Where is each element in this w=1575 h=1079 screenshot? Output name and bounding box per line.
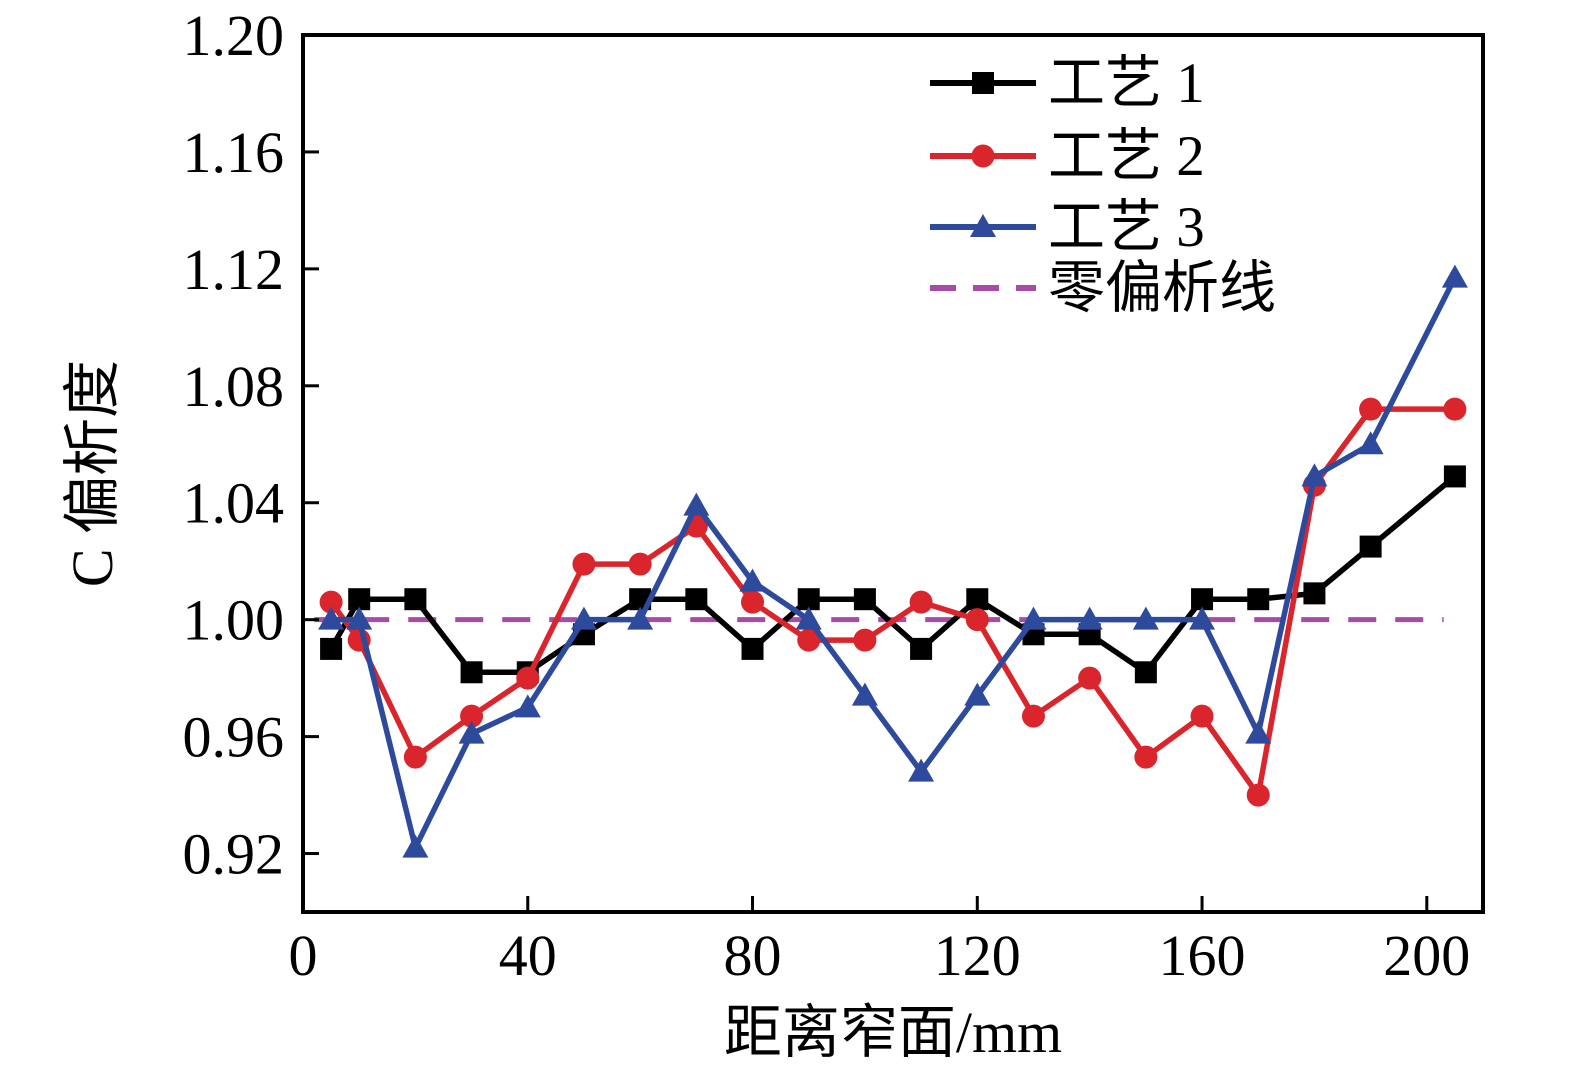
x-axis-title: 距离窄面/mm: [724, 1000, 1062, 1065]
circle-marker: [1078, 666, 1102, 690]
triangle-marker: [908, 758, 935, 782]
triangle-marker: [627, 606, 654, 630]
square-marker: [685, 588, 708, 611]
legend-item-zero-line: 零偏析线: [930, 257, 1276, 320]
circle-marker: [1246, 783, 1270, 807]
y-tick-label: 1.00: [183, 588, 285, 653]
y-tick-label: 0.96: [183, 705, 285, 770]
triangle-marker: [1189, 606, 1216, 630]
x-tick-label: 0: [289, 923, 318, 988]
circle-marker: [460, 704, 484, 728]
y-axis: 0.92 0.96 1.00 1.04 1.08 1.12 1.16 1.20: [183, 3, 319, 887]
triangle-marker: [458, 720, 485, 744]
square-marker: [1191, 588, 1214, 611]
legend-label: 工艺 3: [1048, 196, 1205, 259]
series-process-2: [319, 397, 1467, 807]
triangle-marker: [964, 682, 991, 706]
circle-marker: [1134, 745, 1158, 769]
circle-marker: [965, 608, 989, 632]
legend-item-process-1: 工艺 1: [930, 52, 1205, 115]
square-marker: [966, 588, 989, 611]
circle-marker: [319, 590, 343, 614]
square-marker: [460, 661, 483, 684]
square-marker: [1359, 535, 1382, 558]
circle-marker: [853, 628, 877, 652]
square-marker: [797, 588, 820, 611]
legend-triangle-icon: [970, 214, 996, 237]
circle-marker: [797, 628, 821, 652]
legend-label: 工艺 2: [1048, 125, 1205, 188]
legend-label: 零偏析线: [1048, 257, 1276, 320]
square-marker: [1247, 588, 1270, 611]
square-marker: [1303, 582, 1326, 605]
circle-marker: [741, 590, 765, 614]
triangle-marker: [570, 606, 597, 630]
square-marker: [741, 637, 764, 660]
y-tick-label: 1.12: [183, 237, 285, 302]
triangle-marker: [1441, 264, 1468, 288]
square-marker: [320, 637, 343, 660]
circle-marker: [909, 590, 933, 614]
square-marker: [1443, 465, 1466, 488]
circle-marker: [516, 666, 540, 690]
triangle-marker: [1132, 606, 1159, 630]
x-tick-label: 120: [934, 923, 1021, 988]
triangle-marker: [851, 682, 878, 706]
triangle-marker: [795, 606, 822, 630]
legend-circle-icon: [971, 144, 995, 168]
square-marker: [348, 588, 371, 611]
circle-marker: [572, 552, 596, 576]
circle-marker: [1443, 397, 1467, 421]
triangle-marker: [1076, 606, 1103, 630]
triangle-marker: [1357, 431, 1384, 455]
y-tick-label: 1.08: [183, 354, 285, 419]
triangle-marker: [346, 606, 373, 630]
triangle-marker: [514, 694, 541, 718]
x-tick-label: 160: [1159, 923, 1246, 988]
y-tick-label: 1.16: [183, 120, 285, 185]
triangle-marker: [1245, 720, 1272, 744]
square-marker: [404, 588, 427, 611]
legend-item-process-3: 工艺 3: [930, 196, 1205, 259]
circle-marker: [403, 745, 427, 769]
series-process-3: [318, 264, 1468, 858]
y-tick-label: 1.20: [183, 3, 285, 68]
x-tick-label: 200: [1383, 923, 1470, 988]
x-tick-label: 80: [724, 923, 782, 988]
legend-label: 工艺 1: [1048, 52, 1205, 115]
y-tick-label: 1.04: [183, 471, 285, 536]
circle-marker: [1021, 704, 1045, 728]
square-marker: [1134, 661, 1157, 684]
triangle-marker: [739, 568, 766, 592]
y-tick-label: 0.92: [183, 822, 285, 887]
legend-item-process-2: 工艺 2: [930, 125, 1205, 188]
legend-square-icon: [972, 72, 994, 94]
triangle-marker: [1020, 606, 1047, 630]
triangle-marker: [1301, 463, 1328, 487]
series-line: [331, 276, 1458, 856]
triangle-marker: [683, 492, 710, 516]
square-marker: [853, 588, 876, 611]
plot-border: [301, 33, 1485, 914]
triangle-marker: [402, 834, 429, 858]
x-tick-label: 40: [499, 923, 557, 988]
y-axis-title: C 偏析度: [60, 360, 125, 587]
circle-marker: [1190, 704, 1214, 728]
circle-marker: [628, 552, 652, 576]
x-axis: 0 40 80 120 160 200: [289, 896, 1470, 988]
circle-marker: [1359, 397, 1383, 421]
triangle-marker: [318, 606, 345, 630]
square-marker: [910, 637, 933, 660]
